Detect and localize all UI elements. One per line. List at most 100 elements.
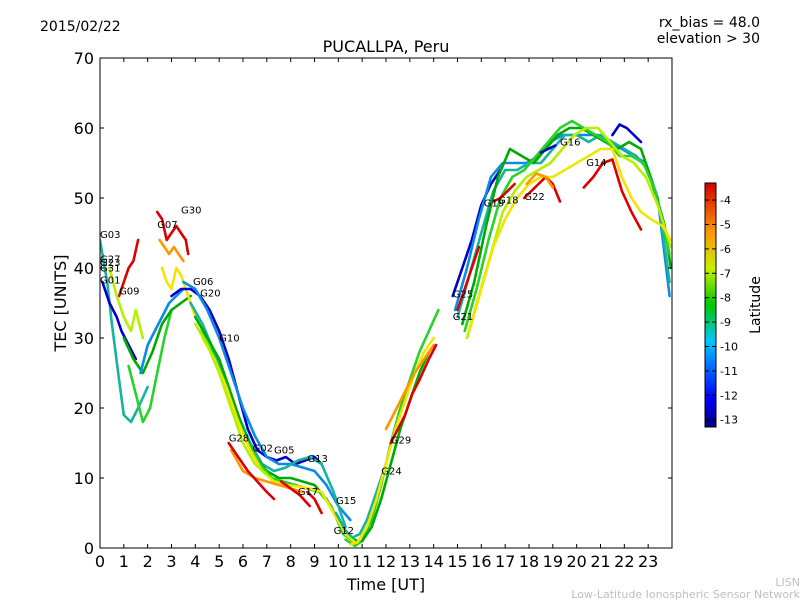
colorbar-tick-label: -10 [720, 340, 738, 353]
footer-network: Low-Latitude Ionospheric Sensor Network [571, 588, 800, 600]
satellite-label-g25: G25 [453, 289, 473, 300]
x-tick-label: 4 [190, 552, 200, 571]
y-tick-label: 20 [74, 399, 94, 418]
series-line-37 [525, 172, 555, 189]
y-tick-label: 50 [74, 189, 94, 208]
satellite-label-g02: G02 [253, 443, 273, 454]
series-line-1 [101, 280, 138, 361]
series-line-32 [465, 126, 672, 340]
colorbar-tick-label: -13 [720, 414, 738, 427]
x-tick-label: 13 [400, 552, 420, 571]
satellite-label-g18: G18 [498, 196, 518, 207]
series-line-18 [227, 441, 276, 501]
x-tick-label: 12 [376, 552, 396, 571]
series-line-39 [611, 123, 643, 144]
satellite-label-g27: G27 [100, 254, 120, 265]
satellite-label-g09: G09 [119, 287, 139, 298]
colorbar-tick-label: -8 [720, 292, 731, 305]
satellite-label-g23: G23 [100, 258, 120, 269]
series-line-15 [201, 336, 359, 546]
x-tick-label: 18 [519, 552, 539, 571]
y-tick-label: 10 [74, 469, 94, 488]
elevation-label: elevation > 30 [657, 31, 760, 47]
colorbar-tick-label: -9 [720, 316, 731, 329]
satellite-label-g22: G22 [524, 192, 544, 203]
footer-lisn: LISN [775, 576, 800, 589]
date-label: 2015/02/22 [40, 19, 121, 35]
series-line-25 [384, 343, 436, 431]
series-line-35 [491, 182, 517, 203]
series-line-34 [456, 245, 481, 312]
series-line-38 [582, 158, 643, 231]
colorbar-ticks: -4 -5 -6 -7 -8 -9 -10 -11 -12 -13 [705, 194, 738, 427]
y-tick-label: 0 [84, 539, 94, 558]
y-axis-label: TEC [UNITS] [51, 255, 70, 353]
x-axis-label: Time [UT] [346, 575, 425, 594]
series-line-30 [460, 126, 672, 326]
satellite-label-g13: G13 [307, 454, 327, 465]
colorbar-gradient [704, 182, 717, 428]
series-line-33 [468, 147, 672, 333]
series-line-26 [389, 343, 438, 445]
satellite-label-g16: G16 [560, 138, 580, 149]
satellite-label-g31: G31 [100, 264, 120, 275]
y-tick-label: 40 [74, 259, 94, 278]
series-line-24 [360, 350, 431, 543]
satellite-label-g07: G07 [157, 220, 177, 231]
satellite-label-g21: G21 [453, 312, 473, 323]
series-line-27 [451, 168, 502, 298]
x-tick-label: 15 [447, 552, 467, 571]
series-line-36 [522, 175, 562, 203]
colorbar-tick-label: -5 [720, 218, 731, 231]
x-tick-label: 1 [119, 552, 129, 571]
series-line-4 [127, 308, 173, 424]
series-line-8 [158, 238, 185, 263]
x-tick-label: 8 [286, 552, 296, 571]
colorbar-tick-label: -7 [720, 267, 731, 280]
satellite-label-g30: G30 [181, 205, 201, 216]
series-line-19 [279, 480, 312, 508]
series-line-5 [122, 294, 192, 375]
colorbar-label: Latitude [748, 276, 764, 334]
colorbar-tick-label: -6 [720, 243, 731, 256]
series-line-3 [108, 266, 145, 340]
series-line-6 [139, 287, 185, 375]
satellite-label-g03: G03 [100, 230, 120, 241]
y-tick-label: 60 [74, 119, 94, 138]
x-tick-label: 22 [614, 552, 634, 571]
series-line-0 [100, 238, 149, 424]
x-tick-label: 21 [590, 552, 610, 571]
series-line-40 [539, 144, 557, 154]
x-tick-label: 3 [166, 552, 176, 571]
series-line-16 [194, 322, 269, 476]
colorbar-tick-label: -4 [720, 194, 731, 207]
satellite-label-g10: G10 [219, 334, 239, 345]
satellite-label-g24: G24 [381, 467, 401, 478]
x-tick-label: 14 [423, 552, 443, 571]
rx-bias-label: rx_bias = 48.0 [659, 15, 760, 31]
satellite-label-g06: G06 [193, 277, 213, 288]
colorbar: -4 -5 -6 -7 -8 -9 -10 -11 -12 -13 Latitude [704, 182, 764, 428]
x-tick-label: 20 [566, 552, 586, 571]
x-tick-label: 17 [495, 552, 515, 571]
series-line-9 [160, 266, 197, 319]
series-line-20 [306, 490, 323, 515]
satellite-label-g28: G28 [229, 434, 249, 445]
x-tick-label: 6 [238, 552, 248, 571]
chart-title: PUCALLPA, Peru [323, 37, 450, 56]
satellite-label-g17: G17 [298, 487, 318, 498]
x-tick-label: 7 [262, 552, 272, 571]
series-line-31 [463, 119, 671, 333]
series-line-7 [155, 210, 190, 256]
series-line-2 [117, 238, 140, 298]
x-tick-label: 19 [543, 552, 563, 571]
x-tick-label: 0 [95, 552, 105, 571]
x-tick-label: 5 [214, 552, 224, 571]
satellite-label-g14: G14 [586, 158, 606, 169]
series-line-11 [182, 280, 352, 522]
x-tick-label: 9 [309, 552, 319, 571]
x-tick-label: 2 [143, 552, 153, 571]
satellite-label-g01: G01 [100, 275, 120, 286]
series-line-23 [348, 336, 436, 546]
